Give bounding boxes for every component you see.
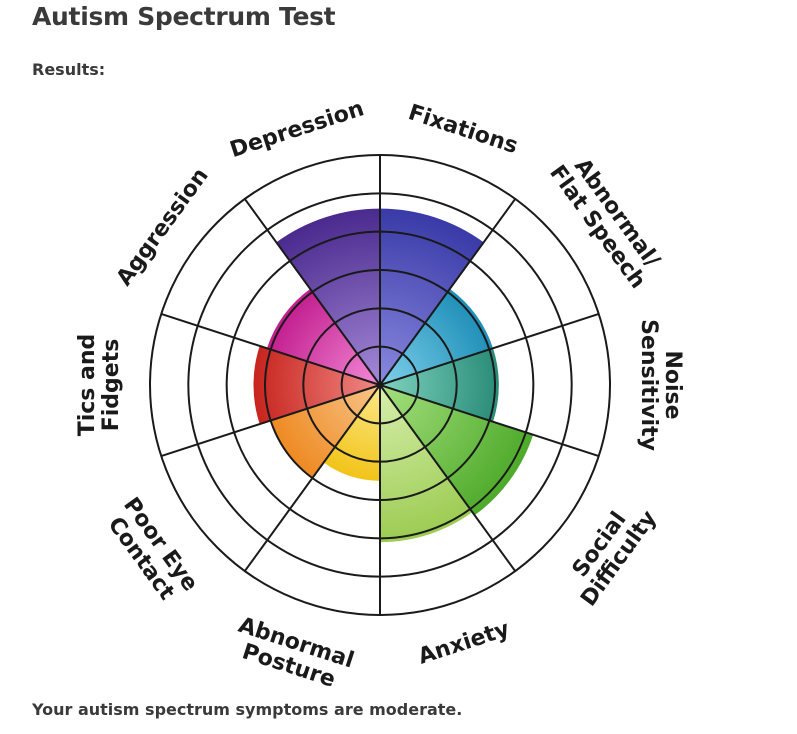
grid-spoke bbox=[379, 312, 600, 386]
result-summary: Your autism spectrum symptoms are modera… bbox=[32, 700, 463, 719]
grid-spoke bbox=[244, 384, 381, 572]
sector-bar-8 bbox=[266, 288, 380, 385]
grid-spoke bbox=[160, 312, 381, 386]
grid-spoke bbox=[160, 384, 381, 458]
grid-spoke bbox=[379, 198, 516, 386]
symptom-wheel-chart: Fixations Abnormal/Flat Speech NoiseSensit… bbox=[75, 96, 685, 695]
category-label-0: Fixations bbox=[405, 100, 521, 159]
sector-bar-3 bbox=[380, 385, 534, 516]
grid-spoke bbox=[244, 198, 381, 386]
grid-spoke bbox=[379, 384, 516, 572]
sector-bar-5 bbox=[323, 385, 380, 481]
sector-bar-6 bbox=[270, 385, 380, 479]
page-title: Autism Spectrum Test bbox=[32, 2, 336, 31]
category-label-2: NoiseSensitivity bbox=[636, 319, 685, 451]
sector-bar-1 bbox=[380, 288, 494, 385]
category-label-1: Abnormal/Flat Speech bbox=[544, 147, 669, 294]
sector-bar-2 bbox=[380, 348, 499, 422]
category-label-9: Depression bbox=[227, 96, 367, 163]
category-label-5: AbnormalPosture bbox=[228, 613, 357, 695]
sector-bar-4 bbox=[380, 385, 473, 543]
sector-bars bbox=[253, 208, 534, 543]
sector-bar-7 bbox=[253, 345, 380, 425]
category-label-7: Tics andFidgets bbox=[75, 334, 124, 437]
category-label-8: Aggression bbox=[112, 164, 214, 291]
grid-lines bbox=[149, 154, 611, 616]
category-label-4: Anxiety bbox=[415, 617, 512, 670]
grid-spoke bbox=[379, 384, 600, 458]
results-heading: Results: bbox=[32, 60, 106, 79]
